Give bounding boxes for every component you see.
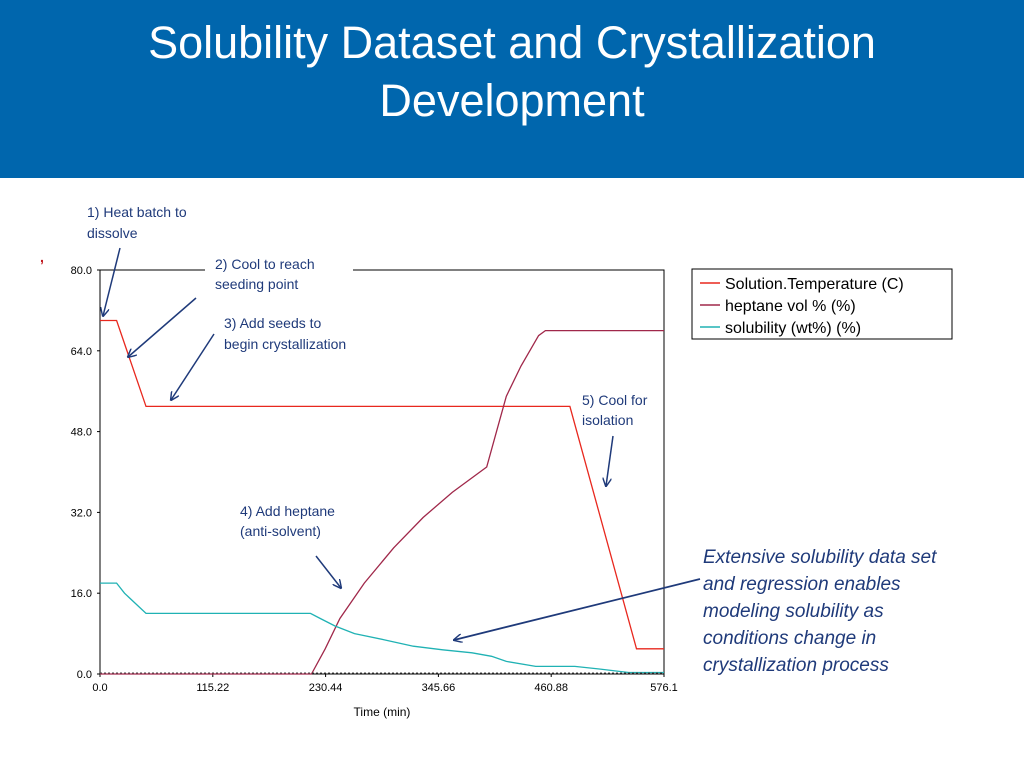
series-group bbox=[100, 319, 664, 675]
y-tick-label: 0.0 bbox=[77, 669, 92, 681]
slide-title: Solubility Dataset and Crystallization D… bbox=[0, 14, 1024, 130]
arrow-heat bbox=[103, 247, 121, 316]
annotation-seeds: 3) Add seeds to begin crystallization bbox=[224, 315, 346, 352]
legend-box bbox=[691, 268, 953, 340]
slide-mark: , bbox=[40, 249, 44, 265]
slide-header bbox=[0, 0, 1024, 178]
x-axis: 0.0 115.22 230.44 345.66 460.88 576.1 bbox=[92, 674, 678, 694]
series-temperature bbox=[100, 319, 664, 650]
y-tick-label: 16.0 bbox=[71, 588, 92, 600]
title-line: Solubility Dataset and Crystallization bbox=[148, 17, 876, 68]
annotation-line: 2) Cool to reach bbox=[215, 256, 315, 272]
annotation-line: (anti-solvent) bbox=[240, 523, 321, 539]
x-tick-label: 345.66 bbox=[422, 682, 456, 694]
annotation-line: seeding point bbox=[215, 276, 298, 292]
arrow-callout bbox=[454, 578, 701, 640]
series-solubility bbox=[100, 582, 664, 674]
x-tick-label: 0.0 bbox=[92, 682, 107, 694]
y-tick-label: 32.0 bbox=[71, 507, 92, 519]
callout-line: crystallization process bbox=[703, 655, 889, 676]
arrow-seeds bbox=[171, 333, 215, 400]
callout-text: Extensive solubility data set and regres… bbox=[703, 544, 1003, 679]
legend-label-solubility: solubility (wt%) (%) bbox=[725, 320, 861, 337]
plot-area bbox=[99, 269, 665, 675]
series-heptane bbox=[100, 329, 664, 675]
legend-label-temperature: Solution.Temperature (C) bbox=[725, 276, 904, 293]
annotation-line: 5) Cool for bbox=[582, 392, 648, 408]
x-tick-label: 460.88 bbox=[534, 682, 568, 694]
callout-line: and regression enables bbox=[703, 574, 901, 595]
x-tick-label: 576.1 bbox=[650, 682, 678, 694]
annotation-cool-seeding: 2) Cool to reach seeding point bbox=[215, 256, 315, 292]
annotation-line: begin crystallization bbox=[224, 336, 346, 352]
annotation-line: 1) Heat batch to bbox=[87, 204, 187, 220]
callout-line: Extensive solubility data set bbox=[703, 547, 937, 568]
annotation-line: isolation bbox=[582, 412, 633, 428]
annotation-backdrop bbox=[205, 255, 353, 295]
annotation-heat: 1) Heat batch to dissolve bbox=[87, 204, 187, 241]
annotation-cool-isolation: 5) Cool for isolation bbox=[582, 392, 648, 428]
arrow-cool-isolation bbox=[606, 435, 614, 486]
y-tick-label: 80.0 bbox=[71, 265, 92, 277]
callout-line: conditions change in bbox=[703, 628, 877, 649]
callout-line: modeling solubility as bbox=[703, 601, 884, 622]
x-tick-label: 115.22 bbox=[196, 682, 229, 694]
title-line: Development bbox=[379, 75, 645, 126]
annotation-line: 4) Add heptane bbox=[240, 503, 335, 519]
annotation-line: dissolve bbox=[87, 225, 138, 241]
y-tick-label: 48.0 bbox=[71, 427, 92, 439]
y-tick-label: 64.0 bbox=[71, 346, 92, 358]
x-axis-label: Time (min) bbox=[354, 705, 411, 719]
annotation-line: 3) Add seeds to bbox=[224, 315, 322, 331]
annotation-heptane: 4) Add heptane (anti-solvent) bbox=[240, 503, 335, 539]
x-tick-label: 230.44 bbox=[309, 682, 343, 694]
y-axis: 0.0 16.0 32.0 48.0 64.0 80.0 bbox=[71, 265, 100, 681]
arrow-heptane bbox=[315, 555, 341, 588]
legend-label-heptane: heptane vol % (%) bbox=[725, 298, 856, 315]
arrow-cool-seeding bbox=[128, 297, 197, 357]
